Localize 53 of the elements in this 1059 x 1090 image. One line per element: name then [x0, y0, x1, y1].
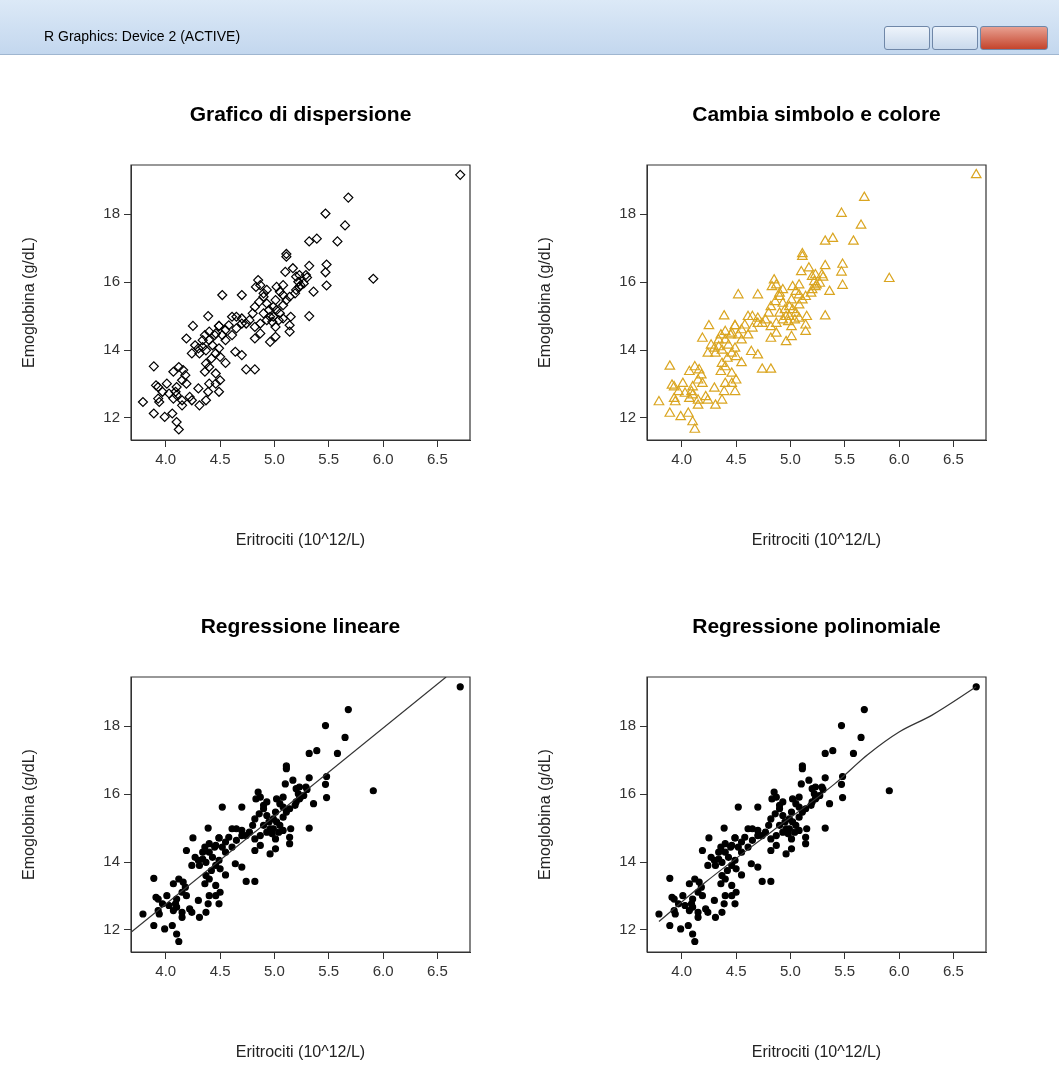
x-tick-label: 4.5 [209, 962, 231, 980]
x-tick-label: 5.0 [779, 962, 801, 980]
x-tick-label: 6.5 [426, 450, 448, 468]
x-axis-title: Eritrociti (10^12/L) [751, 1042, 882, 1060]
y-tick-label: 14 [103, 340, 120, 358]
x-tick-label: 6.0 [888, 962, 910, 980]
y-axis-title: Emoglobina (g/dL) [536, 749, 554, 880]
x-tick-label: 6.5 [942, 962, 964, 980]
y-tick-label: 14 [619, 852, 636, 870]
x-tick-label: 6.5 [426, 962, 448, 980]
y-tick-label: 16 [619, 272, 636, 290]
x-axis-title: Eritrociti (10^12/L) [235, 1042, 366, 1060]
y-tick-label: 16 [619, 784, 636, 802]
x-tick-label: 5.0 [779, 450, 801, 468]
y-tick-label: 18 [619, 204, 636, 222]
y-tick-label: 18 [619, 716, 636, 734]
x-tick-label: 6.0 [888, 450, 910, 468]
x-tick-label: 6.0 [372, 962, 394, 980]
chart-title: Regressione lineare [200, 613, 401, 637]
x-tick-label: 4.0 [155, 962, 177, 980]
x-tick-label: 4.0 [671, 962, 693, 980]
y-axis-title: Emoglobina (g/dL) [20, 237, 38, 368]
y-tick-label: 16 [103, 272, 120, 290]
y-tick-label: 12 [103, 408, 120, 426]
x-axis-title: Eritrociti (10^12/L) [751, 530, 882, 548]
x-axis-title: Eritrociti (10^12/L) [235, 530, 366, 548]
y-axis-title: Emoglobina (g/dL) [536, 237, 554, 368]
x-tick-label: 4.0 [671, 450, 693, 468]
x-tick-label: 4.5 [725, 450, 747, 468]
x-tick-label: 4.5 [725, 962, 747, 980]
x-tick-label: 5.5 [834, 962, 856, 980]
text: R Graphics: Device 2 (ACTIVE) [44, 28, 241, 44]
y-tick-label: 12 [619, 408, 636, 426]
y-tick-label: 18 [103, 716, 120, 734]
x-tick-label: 6.5 [942, 450, 964, 468]
x-tick-label: 5.5 [834, 450, 856, 468]
x-tick-label: 5.0 [263, 962, 285, 980]
y-tick-label: 12 [619, 920, 636, 938]
x-tick-label: 4.5 [209, 450, 231, 468]
x-tick-label: 5.0 [263, 450, 285, 468]
x-tick-label: 5.5 [318, 450, 340, 468]
y-tick-label: 14 [103, 852, 120, 870]
y-tick-label: 14 [619, 340, 636, 358]
y-tick-label: 12 [103, 920, 120, 938]
chart-title: Cambia simbolo e colore [692, 101, 941, 125]
chart-title: Grafico di dispersione [189, 101, 412, 125]
x-tick-label: 4.0 [155, 450, 177, 468]
x-tick-label: 5.5 [318, 962, 340, 980]
x-tick-label: 6.0 [372, 450, 394, 468]
y-tick-label: 16 [103, 784, 120, 802]
y-axis-title: Emoglobina (g/dL) [20, 749, 38, 880]
chart-title: Regressione polinomiale [692, 613, 941, 637]
y-tick-label: 18 [103, 204, 120, 222]
